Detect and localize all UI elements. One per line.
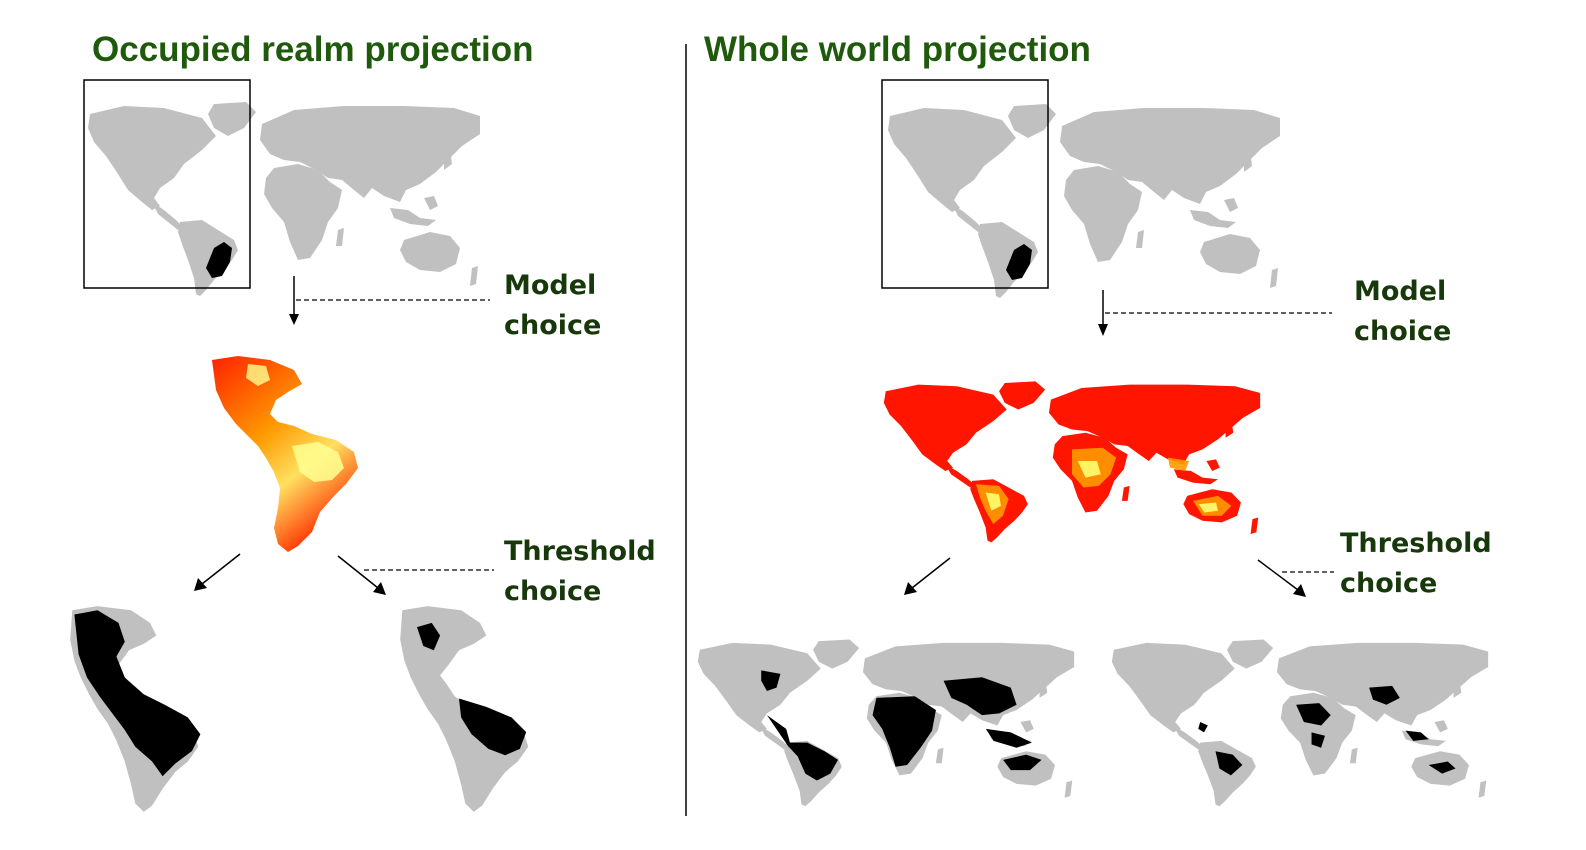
right-binary-map-low-threshold	[697, 639, 1075, 807]
left-occupied-range	[206, 242, 232, 278]
left-threshold-choice-label: Threshold choice	[504, 532, 656, 612]
left-threshold-label-line2: choice	[504, 576, 602, 607]
right-threshold-arrows	[904, 557, 1334, 597]
left-suitability-map	[212, 356, 358, 552]
left-threshold-label-line1: Threshold	[504, 536, 656, 567]
left-panel-title: Occupied realm projection	[92, 30, 534, 69]
right-panel-title: Whole world projection	[704, 30, 1091, 69]
right-realm-frame	[881, 79, 1049, 289]
right-threshold-label-line2: choice	[1340, 568, 1438, 599]
right-binary-map-high-threshold	[1111, 639, 1489, 807]
right-model-label-line2: choice	[1354, 316, 1452, 347]
left-realm-frame	[83, 79, 251, 289]
left-threshold-arrows	[194, 553, 494, 595]
left-binary-map-low-threshold	[70, 606, 201, 812]
right-threshold-choice-label: Threshold choice	[1340, 524, 1492, 604]
left-binary-map-high-threshold	[400, 606, 529, 812]
right-occupied-range	[1006, 244, 1032, 280]
right-model-arrow	[1098, 290, 1332, 336]
right-suitability-map	[883, 381, 1261, 543]
right-model-label-line1: Model	[1354, 276, 1447, 307]
right-threshold-label-line1: Threshold	[1340, 528, 1492, 559]
right-occupied-world-map	[888, 104, 1280, 298]
left-model-arrow	[289, 276, 490, 325]
right-model-choice-label: Model choice	[1354, 272, 1451, 352]
left-model-label-line1: Model	[504, 270, 597, 301]
left-occupied-world-map	[88, 102, 480, 296]
left-model-label-line2: choice	[504, 310, 602, 341]
left-model-choice-label: Model choice	[504, 266, 601, 346]
